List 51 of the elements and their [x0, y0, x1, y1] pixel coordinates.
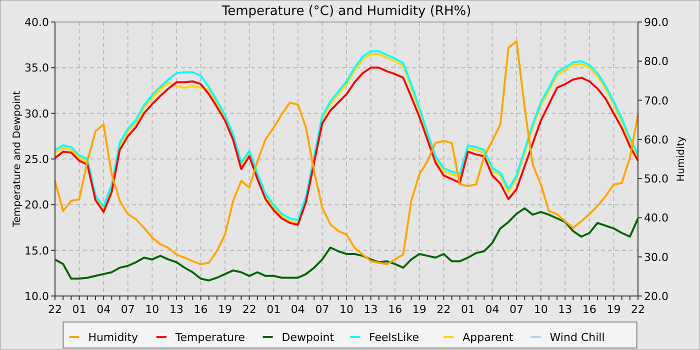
x-tick-label: 07: [510, 303, 524, 316]
y-tick-label: 35.0: [24, 62, 49, 75]
y2-tick-label: 60.0: [644, 133, 668, 146]
x-tick-label: 22: [242, 303, 256, 316]
legend-label: Temperature: [174, 331, 246, 344]
y2-tick-label: 50.0: [644, 172, 668, 186]
y2-tick-label: 90.0: [644, 16, 668, 29]
y-tick-label: 30.0: [24, 107, 49, 120]
x-tick-label: 04: [96, 303, 111, 316]
x-tick-label: 01: [460, 303, 475, 316]
y2-tick-label: 20.0: [644, 290, 668, 303]
x-tick-label: 22: [436, 303, 451, 316]
x-tick-label: 22: [631, 303, 645, 316]
line-series: [54, 207, 639, 282]
x-tick-label: 13: [169, 303, 184, 316]
x-tick-label: 01: [72, 303, 86, 316]
x-tick-label: 10: [534, 303, 548, 316]
x-tick-label: 04: [485, 303, 500, 316]
x-tick-label: 19: [218, 303, 232, 316]
y-axis-title: Temperature and Dewpoint: [12, 90, 23, 228]
y2-axis-title: Humidity: [676, 136, 687, 182]
x-tick-label: 10: [340, 303, 354, 316]
x-tick-label: 19: [606, 303, 621, 316]
legend-label: FeelsLike: [369, 331, 420, 344]
x-tick-label: 16: [582, 303, 596, 316]
y-tick-label: 15.0: [24, 244, 49, 258]
x-tick-label: 10: [145, 303, 160, 316]
x-tick-label: 07: [315, 303, 330, 316]
y2-tick-label: 70.0: [644, 94, 668, 108]
x-tick-label: 19: [412, 303, 426, 316]
line-series: [54, 40, 639, 266]
legend-label: Humidity: [88, 331, 139, 344]
y-tick-label: 25.0: [24, 153, 49, 166]
x-tick-label: 22: [48, 303, 62, 316]
x-tick-label: 13: [558, 303, 572, 316]
x-tick-label: 04: [290, 303, 305, 316]
legend-label: Wind Chill: [550, 331, 605, 344]
x-tick-label: 01: [266, 303, 281, 316]
y-tick-label: 40.0: [24, 16, 49, 29]
x-tick-label: 16: [194, 303, 208, 316]
legend-label: Dewpoint: [282, 331, 335, 344]
y2-tick-label: 80.0: [644, 55, 668, 68]
y2-tick-label: 30.0: [644, 250, 668, 264]
chart-title: Temperature (°C) and Humidity (RH%): [220, 4, 472, 19]
x-tick-label: 16: [388, 303, 402, 316]
y-tick-label: 10.0: [24, 290, 49, 303]
x-tick-label: 07: [120, 303, 135, 316]
y-tick-label: 20.0: [24, 198, 49, 212]
x-tick-label: 13: [364, 303, 378, 316]
y2-tick-label: 40.0: [644, 212, 668, 225]
legend-label: Apparent: [462, 331, 514, 344]
